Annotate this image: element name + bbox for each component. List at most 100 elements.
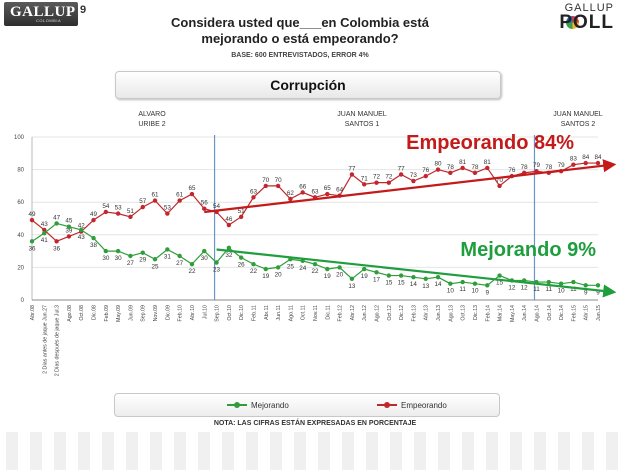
data-label-mejorando: 24 xyxy=(299,265,307,272)
data-label-empeorando: 42 xyxy=(78,223,86,230)
data-point-mejorando xyxy=(251,261,256,267)
y-tick-label: 0 xyxy=(21,298,25,304)
data-label-mejorando: 20 xyxy=(275,271,283,278)
data-point-mejorando xyxy=(189,261,195,267)
data-label-empeorando: 65 xyxy=(188,185,196,192)
data-point-mejorando xyxy=(411,274,416,280)
legend-item-mejorando: Mejorando xyxy=(227,394,289,416)
data-label-empeorando: 63 xyxy=(311,188,319,195)
data-label-empeorando: 36 xyxy=(53,245,61,252)
data-label-empeorando: 61 xyxy=(152,192,160,199)
data-point-empeorando xyxy=(497,183,502,189)
data-label-mejorando: 25 xyxy=(152,263,160,270)
data-point-empeorando xyxy=(448,170,453,176)
x-tick-label: Ago.14 xyxy=(534,305,540,322)
data-point-empeorando xyxy=(263,183,268,189)
data-label-empeorando: 72 xyxy=(385,174,393,181)
data-point-mejorando xyxy=(497,273,502,278)
trend-arrow-empeorando xyxy=(204,159,617,214)
x-tick-label: Abr.12 xyxy=(350,305,356,320)
data-point-empeorando xyxy=(152,198,158,203)
data-point-mejorando xyxy=(546,279,551,285)
data-label-mejorando: 38 xyxy=(90,242,98,249)
data-label-empeorando: 54 xyxy=(213,203,221,210)
gallup-poll-logo-bottom: POLL xyxy=(559,12,614,33)
gallup-poll-logo: GALLUP POLL xyxy=(550,2,620,36)
data-point-empeorando xyxy=(398,172,404,177)
data-point-empeorando xyxy=(386,180,392,185)
data-label-empeorando: 43 xyxy=(41,221,49,228)
data-label-empeorando: 51 xyxy=(127,208,135,215)
base-note: BASE: 600 ENTREVISTADOS, ERROR 4% xyxy=(231,52,369,59)
x-tick-label: Ago.12 xyxy=(375,305,381,322)
data-point-mejorando xyxy=(202,248,207,254)
trend-chart: 0 20 40 60 80 100 ALVARO URIBE 2 JUAN MANUEL SANT… xyxy=(14,111,617,376)
data-point-empeorando xyxy=(411,178,416,184)
data-point-empeorando xyxy=(472,170,478,176)
x-tick-label: Oct.10 xyxy=(227,305,233,321)
data-label-empeorando: 78 xyxy=(545,164,553,171)
data-label-mejorando: 13 xyxy=(422,283,430,290)
x-tick-label: Abr.13 xyxy=(424,305,430,320)
data-point-mejorando xyxy=(485,283,490,288)
data-point-empeorando xyxy=(165,211,170,216)
data-label-mejorando: 29 xyxy=(139,257,147,264)
data-point-empeorando xyxy=(177,198,182,203)
data-label-empeorando: 71 xyxy=(361,175,369,182)
data-point-empeorando xyxy=(460,165,465,171)
x-tick-label: Jun.09 xyxy=(128,305,134,321)
x-tick-label: 2 Días después de jaque Jul.3 xyxy=(55,305,61,376)
x-tick-label: Nov.09 xyxy=(153,305,159,321)
data-point-empeorando xyxy=(374,180,379,185)
data-label-empeorando: 80 xyxy=(435,161,443,168)
x-tick-label: Dic.09 xyxy=(165,305,171,320)
data-point-mejorando xyxy=(238,255,244,260)
x-tick-label: Jun.12 xyxy=(362,305,368,321)
x-tick-label: Dic.11 xyxy=(325,305,331,320)
gallup-poll-logo-top: GALLUP xyxy=(564,2,614,14)
question-line-1: Considera usted que___en Colombia está xyxy=(171,15,429,30)
data-label-mejorando: 27 xyxy=(176,260,184,267)
period-label-line1: JUAN MANUEL xyxy=(553,111,603,118)
data-point-mejorando xyxy=(583,283,588,288)
x-tick-label: Sep.10 xyxy=(215,305,221,322)
data-point-mejorando xyxy=(398,273,404,278)
data-label-mejorando: 9 xyxy=(486,289,490,296)
x-tick-label: Ago.08 xyxy=(67,305,73,322)
data-point-mejorando xyxy=(325,266,330,272)
period-label-line2: URIBE 2 xyxy=(138,121,165,128)
data-point-mejorando xyxy=(386,273,392,278)
data-label-mejorando: 22 xyxy=(250,268,258,275)
x-tick-label: Feb.11 xyxy=(251,305,257,321)
data-point-mejorando xyxy=(374,270,379,275)
data-point-mejorando xyxy=(349,276,355,282)
section-title: Corrupción xyxy=(270,77,346,93)
data-label-mejorando: 11 xyxy=(533,286,540,293)
data-label-empeorando: 70 xyxy=(262,177,270,184)
data-label-mejorando: 12 xyxy=(508,284,516,291)
data-point-empeorando xyxy=(66,234,72,239)
data-point-mejorando xyxy=(79,227,84,233)
y-tick-label: 20 xyxy=(17,265,24,271)
x-tick-label: Ago.11 xyxy=(288,305,294,321)
data-label-empeorando: 46 xyxy=(225,216,233,223)
data-label-empeorando: 63 xyxy=(250,188,258,195)
decorative-bottom-band xyxy=(0,432,628,470)
data-point-empeorando xyxy=(349,172,355,177)
data-label-empeorando: 72 xyxy=(373,174,381,181)
data-label-empeorando: 79 xyxy=(558,162,566,169)
x-tick-label: Abr.11 xyxy=(264,305,270,320)
data-label-mejorando: 10 xyxy=(558,288,566,295)
data-point-empeorando xyxy=(571,162,576,167)
period-label-line2: SANTOS 2 xyxy=(561,121,596,128)
data-point-empeorando xyxy=(42,227,47,233)
data-point-mejorando xyxy=(263,266,268,272)
data-label-mejorando: 45 xyxy=(65,218,73,225)
data-label-empeorando: 61 xyxy=(176,192,184,199)
data-label-mejorando: 47 xyxy=(53,214,61,221)
poll-color-wheel-icon xyxy=(566,16,579,29)
data-point-mejorando xyxy=(460,279,465,285)
data-point-empeorando xyxy=(226,222,232,228)
data-label-empeorando: 56 xyxy=(201,200,209,207)
legend-label-empeorando: Empeorando xyxy=(401,400,447,410)
